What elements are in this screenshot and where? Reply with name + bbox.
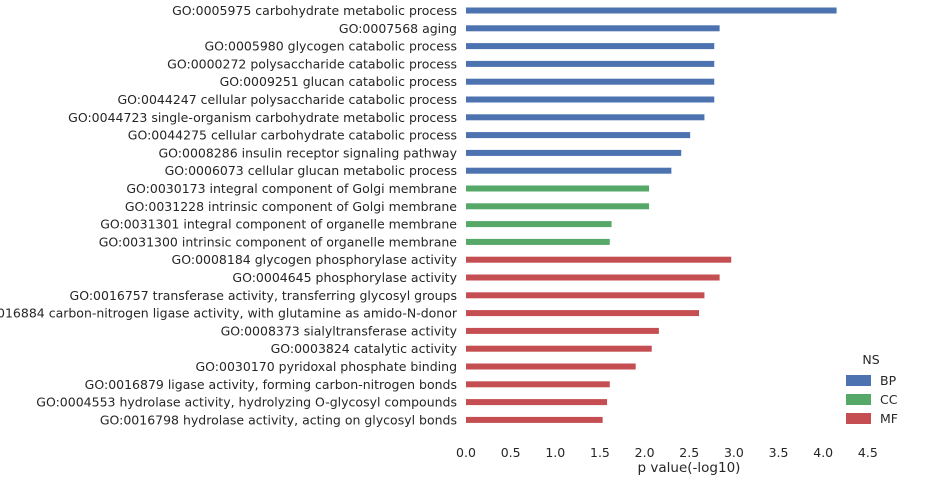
bar-mf-18: [466, 327, 659, 334]
category-label: GO:0008184 glycogen phosphorylase activi…: [172, 252, 458, 267]
category-label: GO:0044723 single-organism carbohydrate …: [68, 110, 457, 125]
bar-bp-5: [466, 96, 715, 103]
bar-bp-2: [466, 43, 715, 50]
category-label: GO:0016757 transferase activity, transfe…: [70, 288, 457, 303]
category-label: GO:0007568 aging: [339, 21, 457, 36]
x-tick-label: 1.0: [545, 445, 565, 460]
x-tick-label: 3.0: [724, 445, 744, 460]
bar-mf-23: [466, 416, 603, 423]
category-label: GO:0031300 intrinsic component of organe…: [99, 234, 458, 249]
x-tick-label: 3.5: [769, 445, 789, 460]
bar-cc-11: [466, 203, 650, 210]
legend-label-cc: CC: [880, 392, 898, 407]
category-label: GO:0030173 integral component of Golgi m…: [126, 181, 457, 196]
bar-bp-9: [466, 167, 672, 174]
bar-bp-7: [466, 132, 691, 139]
bar-cc-12: [466, 221, 612, 228]
category-label: GO:0031228 intrinsic component of Golgi …: [125, 199, 457, 214]
bar-mf-19: [466, 345, 652, 352]
bar-mf-15: [466, 274, 720, 281]
legend-entries: BP CC MF: [846, 373, 898, 426]
category-label: GO:0009251 glucan catabolic process: [220, 74, 457, 89]
bar-mf-16: [466, 292, 705, 299]
x-tick-label: 1.5: [590, 445, 610, 460]
category-label: GO:0006073 cellular glucan metabolic pro…: [165, 163, 457, 178]
legend-label-mf: MF: [880, 411, 898, 426]
category-label: GO:0030170 pyridoxal phosphate binding: [196, 359, 458, 374]
x-axis-label: p value(-log10): [638, 460, 741, 476]
x-tick-label: 2.0: [635, 445, 655, 460]
category-label: GO:0004553 hydrolase activity, hydrolyzi…: [36, 395, 457, 410]
legend: NS BP CC MF: [846, 352, 898, 426]
bar-cc-10: [466, 185, 650, 192]
bar-mf-14: [466, 256, 732, 263]
bar-bp-0: [466, 7, 837, 14]
bar-mf-21: [466, 381, 610, 388]
category-label: GO:0003824 catalytic activity: [271, 341, 458, 356]
x-tick-label: 4.0: [813, 445, 833, 460]
bar-bp-6: [466, 114, 705, 121]
category-label: GO:0005980 glycogen catabolic process: [204, 39, 457, 54]
bar-cc-13: [466, 238, 610, 245]
x-tick-label: 2.5: [679, 445, 699, 460]
category-label: GO:0016798 hydrolase activity, acting on…: [100, 412, 457, 427]
x-tick-label: 4.5: [858, 445, 878, 460]
x-tick-label: 0.0: [456, 445, 476, 460]
x-axis-ticks: 0.0 0.5 1.0 1.5 2.0 2.5 3.0 3.5 4.0 4.5: [456, 445, 878, 460]
category-labels: GO:0005975 carbohydrate metabolic proces…: [0, 3, 458, 427]
bar-bp-1: [466, 25, 720, 32]
category-label: GO:0031301 integral component of organel…: [100, 217, 457, 232]
legend-swatch-mf: [846, 413, 871, 424]
bar-mf-20: [466, 363, 636, 370]
legend-swatch-bp: [846, 375, 871, 386]
legend-title: NS: [862, 352, 879, 367]
category-label: GO:0008286 insulin receptor signaling pa…: [158, 145, 457, 160]
category-label: GO:0000272 polysaccharide catabolic proc…: [167, 56, 457, 71]
bar-mf-17: [466, 310, 700, 317]
category-label: GO:0016879 ligase activity, forming carb…: [85, 377, 457, 392]
bar-bp-8: [466, 149, 682, 156]
category-label: GO:0008373 sialyltransferase activity: [221, 323, 458, 338]
x-tick-label: 0.5: [501, 445, 521, 460]
category-label: GO:0016884 carbon-nitrogen ligase activi…: [0, 306, 458, 321]
bar-bp-4: [466, 78, 715, 85]
legend-swatch-cc: [846, 394, 871, 405]
bars-layer: [466, 7, 837, 423]
category-label: GO:0044275 cellular carbohydrate catabol…: [128, 128, 457, 143]
category-label: GO:0044247 cellular polysaccharide catab…: [117, 92, 457, 107]
category-label: GO:0004645 phosphorylase activity: [232, 270, 457, 285]
legend-label-bp: BP: [880, 373, 897, 388]
bar-bp-3: [466, 60, 715, 67]
category-label: GO:0005975 carbohydrate metabolic proces…: [172, 3, 457, 18]
bar-mf-22: [466, 399, 608, 406]
